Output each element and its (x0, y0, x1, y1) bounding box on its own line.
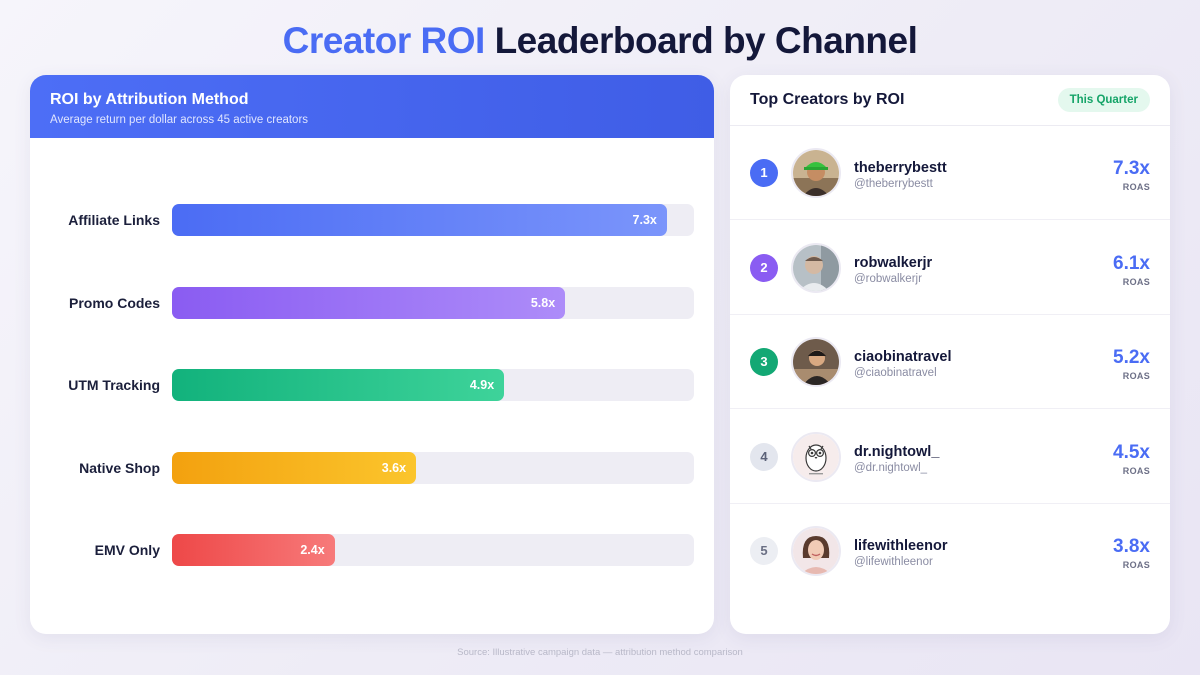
bar[interactable]: 5.8x (172, 287, 566, 319)
owl-sketch-icon[interactable] (791, 431, 841, 482)
creator-handle: @ciaobinatravel (854, 367, 937, 379)
creator-handle: @robwalkerjr (854, 272, 922, 285)
bar[interactable]: 2.4x (172, 534, 335, 566)
bar-category-label: UTM Tracking (68, 377, 160, 393)
bar[interactable]: 7.3x (172, 204, 667, 236)
leaderboard-title: Top Creators by ROI (750, 91, 905, 108)
roas-value: 5.2x (1113, 347, 1150, 368)
bar-value-label: 2.4x (300, 543, 325, 557)
bar-value-label: 3.6x (381, 461, 407, 475)
bar-row: UTM Tracking 4.9x (30, 369, 714, 401)
roi-chart-card: ROI by Attribution Method Average return… (30, 75, 714, 634)
creator-row[interactable]: 3 ciaobinatravel @ciaobinatravel 5.2x ROAS (730, 315, 1170, 409)
bar-track: 4.9x (172, 369, 694, 401)
bar-category-label: Native Shop (79, 460, 160, 476)
creator-handle: @theberrybestt (854, 178, 933, 190)
bar-row: Promo Codes 5.8x (30, 287, 714, 319)
creator-row[interactable]: 4 dr.nightowl_ @dr.nightowl_ 4.5x ROAS (730, 410, 1170, 504)
rank-badge: 1 (750, 159, 778, 187)
creator-row[interactable]: 5 lifewithleenor @lifewithleenor 3.8x ROAS (730, 504, 1170, 598)
page-title-accent: Creator ROI (282, 20, 486, 61)
creator-name[interactable]: theberrybestt (854, 160, 947, 176)
traveler-icon[interactable] (791, 337, 841, 387)
chart-title: ROI by Attribution Method (50, 91, 249, 108)
creator-name[interactable]: dr.nightowl_ (854, 443, 940, 460)
bar-track: 3.6x (172, 452, 694, 484)
roas-unit-label: ROAS (1122, 465, 1150, 476)
bar-track: 2.4x (172, 534, 694, 566)
roas-value: 3.8x (1113, 536, 1150, 557)
leaderboard-list: 1 theberrybestt @theberrybestt 7.3x ROAS 2 rob… (730, 126, 1170, 634)
bar-row: Affiliate Links 7.3x (30, 204, 714, 236)
creator-name[interactable]: robwalkerjr (854, 254, 933, 271)
page-title: Creator ROI Leaderboard by Channel (0, 20, 1200, 62)
creator-name[interactable]: lifewithleenor (854, 538, 948, 554)
bar-category-label: EMV Only (94, 542, 160, 558)
chart-subtitle: Average return per dollar across 45 acti… (50, 114, 309, 126)
roas-unit-label: ROAS (1122, 371, 1150, 381)
chart-header: ROI by Attribution Method Average return… (30, 75, 714, 138)
bar[interactable]: 4.9x (172, 369, 505, 401)
bar-row: Native Shop 3.6x (30, 452, 714, 484)
roas-value: 4.5x (1113, 441, 1150, 463)
bar[interactable]: 3.6x (172, 452, 417, 484)
bar-track: 7.3x (172, 204, 694, 236)
page-title-rest: Leaderboard by Channel (494, 20, 918, 61)
leaderboard-header: Top Creators by ROI This Quarter (730, 75, 1170, 126)
creator-row[interactable]: 1 theberrybestt @theberrybestt 7.3x ROAS (730, 126, 1170, 220)
rank-badge: 3 (750, 348, 778, 376)
bar-track: 5.8x (172, 287, 694, 319)
bar-value-label: 5.8x (530, 296, 556, 310)
creator-name[interactable]: ciaobinatravel (854, 349, 952, 365)
leaderboard-card: Top Creators by ROI This Quarter 1 theber… (730, 75, 1170, 634)
smiling-woman-icon[interactable] (791, 526, 841, 576)
roas-unit-label: ROAS (1122, 276, 1150, 287)
creator-handle: @lifewithleenor (854, 556, 933, 568)
rank-badge: 2 (750, 253, 778, 282)
green-cap-person-icon[interactable] (791, 148, 841, 198)
creator-handle: @dr.nightowl_ (854, 461, 928, 474)
roas-value: 7.3x (1113, 158, 1150, 179)
bar-value-label: 4.9x (469, 378, 495, 392)
rank-badge: 4 (750, 442, 778, 471)
roas-value: 6.1x (1113, 252, 1150, 274)
source-note: Source: Illustrative campaign data — att… (457, 647, 743, 658)
roas-unit-label: ROAS (1122, 182, 1150, 192)
bar-value-label: 7.3x (632, 213, 657, 227)
bar-category-label: Promo Codes (68, 295, 160, 311)
bar-row: EMV Only 2.4x (30, 534, 714, 566)
period-badge[interactable]: This Quarter (1057, 88, 1150, 112)
creator-row[interactable]: 2 robwalkerjr @robwalkerjr 6.1x ROAS (730, 221, 1170, 315)
rank-badge: 5 (750, 537, 778, 565)
person-selfie-icon[interactable] (791, 242, 841, 293)
roas-unit-label: ROAS (1122, 560, 1150, 570)
bar-chart: Affiliate Links 7.3x Promo Codes 5.8x UTM Tr… (30, 138, 714, 634)
bar-category-label: Affiliate Links (68, 212, 160, 228)
